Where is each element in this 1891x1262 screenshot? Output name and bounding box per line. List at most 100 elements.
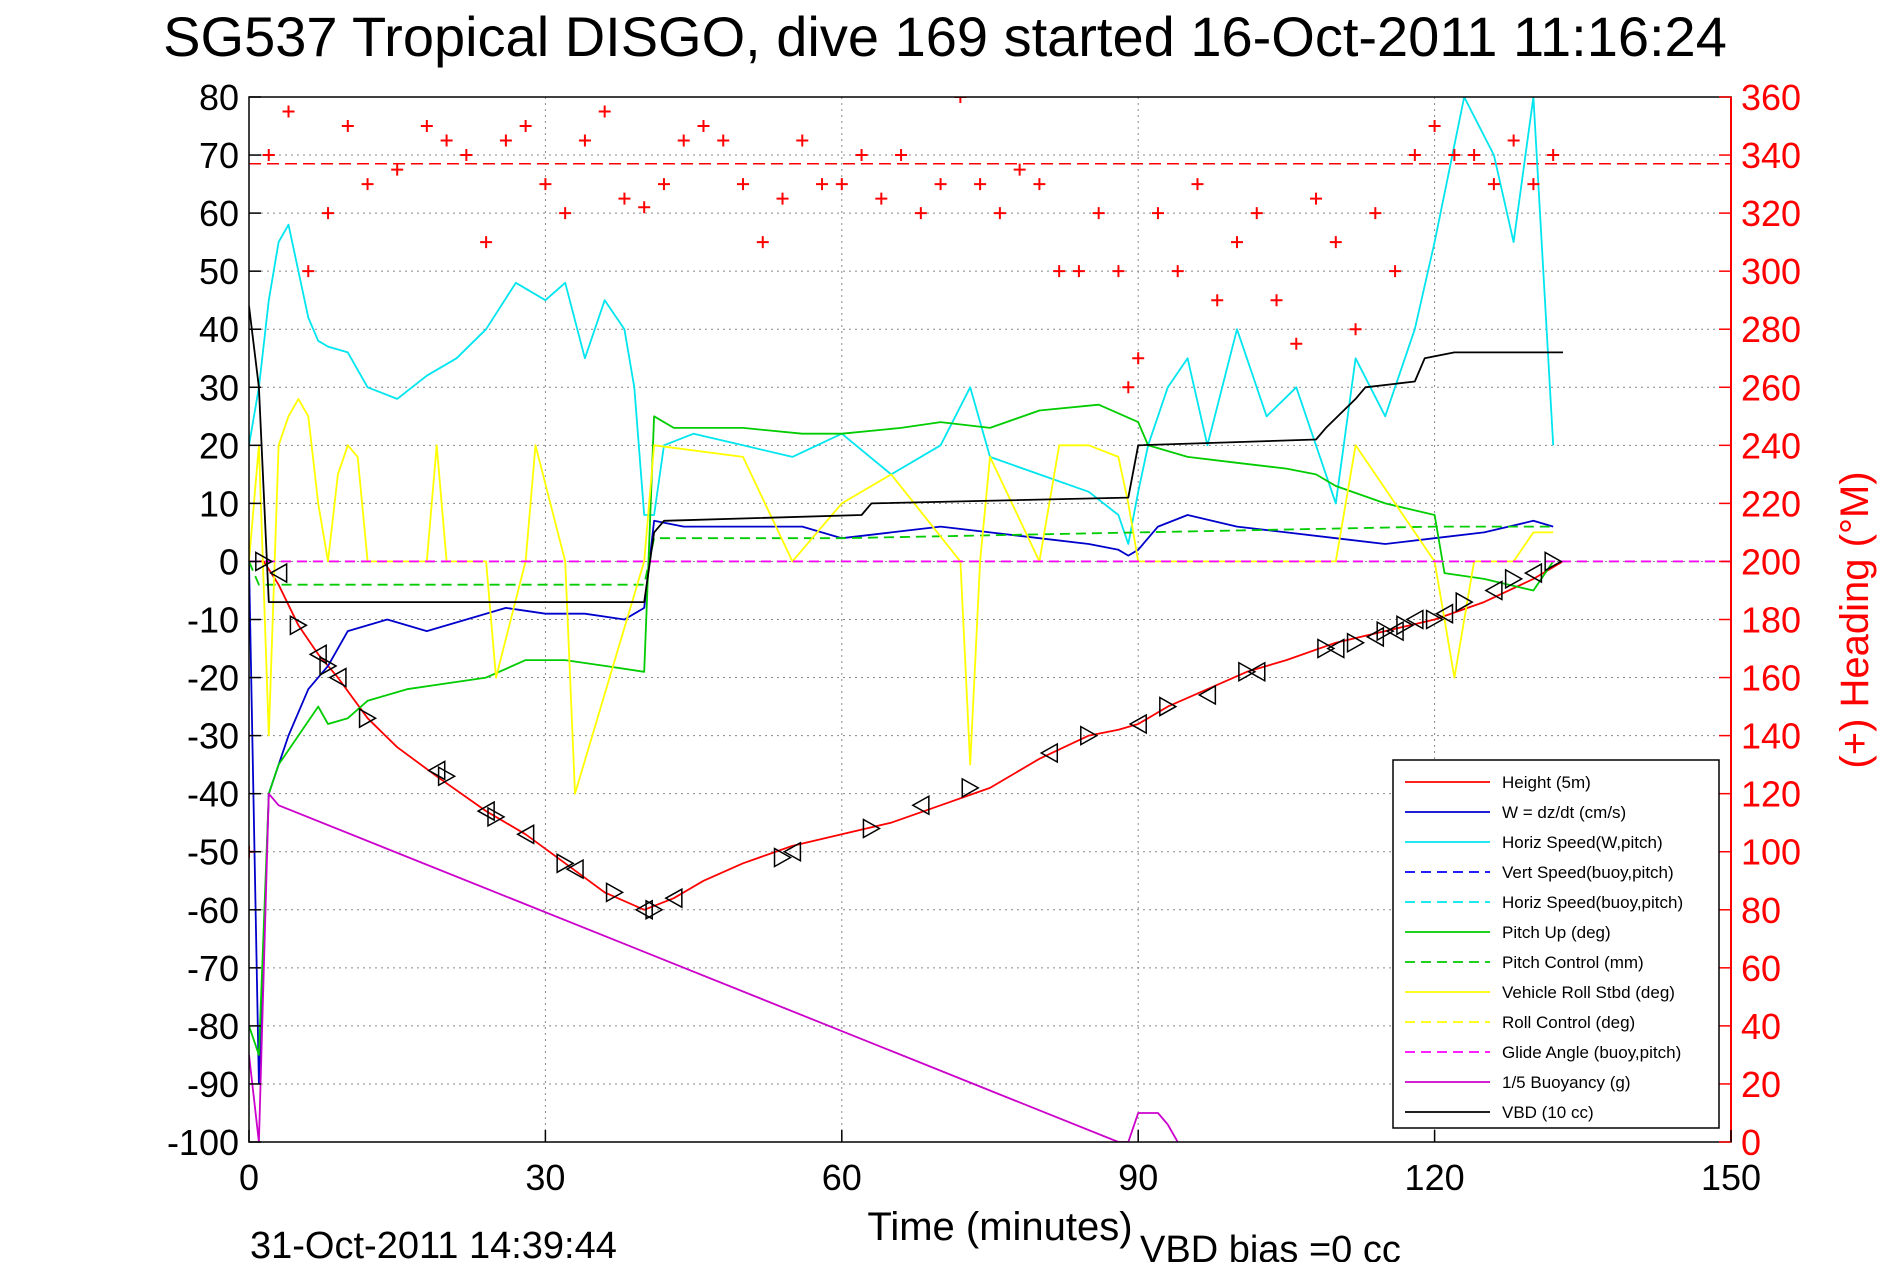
depth-marker bbox=[862, 818, 881, 839]
heading-point bbox=[1132, 352, 1145, 365]
depth-marker bbox=[1080, 725, 1099, 746]
heading-point bbox=[1389, 265, 1402, 278]
depth-marker bbox=[1504, 568, 1524, 590]
y2-tick-label: 0 bbox=[1741, 1122, 1761, 1163]
heading-point bbox=[1507, 134, 1520, 147]
heading-point bbox=[993, 207, 1006, 220]
heading-point bbox=[1171, 265, 1184, 278]
depth-marker bbox=[1396, 615, 1415, 636]
depth-marker bbox=[1128, 713, 1147, 735]
heading-point bbox=[934, 178, 947, 191]
series-vbd-10-cc bbox=[249, 305, 1563, 603]
heading-point bbox=[262, 149, 275, 162]
heading-point bbox=[519, 120, 532, 133]
heading-point bbox=[875, 192, 888, 205]
depth-marker bbox=[1317, 638, 1336, 659]
depth-marker bbox=[605, 882, 625, 903]
depth-marker bbox=[289, 615, 308, 636]
depth-marker bbox=[1346, 632, 1366, 654]
heading-point bbox=[1329, 236, 1342, 249]
y-tick-label: -10 bbox=[187, 600, 239, 641]
y-tick-label: -50 bbox=[187, 832, 239, 873]
heading-point bbox=[1428, 120, 1441, 133]
legend-box bbox=[1392, 759, 1720, 1129]
depth-marker bbox=[634, 899, 653, 921]
depth-marker bbox=[773, 847, 793, 868]
y-tick-label: 30 bbox=[199, 367, 239, 408]
depth-marker bbox=[1238, 661, 1257, 683]
legend-label-pitch-control-mm: Pitch Control (mm) bbox=[1502, 953, 1644, 972]
heading-point bbox=[697, 120, 710, 133]
legend-label-height-5m: Height (5m) bbox=[1502, 773, 1591, 792]
depth-marker bbox=[319, 655, 338, 677]
heading-point bbox=[282, 105, 295, 118]
y-tick-label: -70 bbox=[187, 948, 239, 989]
heading-point bbox=[1448, 149, 1461, 162]
legend-label-1-5-buoyancy-g: 1/5 Buoyancy (g) bbox=[1502, 1073, 1631, 1092]
x-tick-label: 120 bbox=[1405, 1157, 1465, 1198]
y-tick-label: 80 bbox=[199, 77, 239, 118]
heading-point bbox=[974, 178, 987, 191]
y2-tick-label: 360 bbox=[1741, 77, 1801, 118]
heading-point bbox=[737, 178, 749, 191]
legend-label-horiz-speed-w-pitch: Horiz Speed(W,pitch) bbox=[1502, 833, 1663, 852]
y-tick-label: 0 bbox=[219, 541, 239, 582]
legend: Height (5m) W = dz/dt (cm/s) Horiz Speed(W… bbox=[1392, 759, 1720, 1129]
heading-point bbox=[677, 134, 690, 147]
y-tick-label: 70 bbox=[199, 135, 239, 176]
heading-point bbox=[480, 236, 493, 249]
heading-point bbox=[1310, 192, 1323, 205]
right-axis-label: (+) Heading (°M) bbox=[1833, 471, 1877, 768]
depth-marker bbox=[1455, 591, 1474, 613]
series-w-dz-dt-cm-s bbox=[249, 514, 1554, 1085]
heading-point bbox=[618, 192, 631, 205]
depth-marker bbox=[1376, 620, 1395, 642]
y2-tick-label: 120 bbox=[1741, 774, 1801, 815]
heading-point bbox=[1033, 178, 1046, 191]
series-vehicle-roll-stbd-deg bbox=[249, 398, 1554, 795]
legend-label-roll-control-deg: Roll Control (deg) bbox=[1502, 1013, 1635, 1032]
series-pitch-up-deg bbox=[249, 403, 1554, 1056]
heading-point bbox=[1547, 149, 1560, 162]
heading-point bbox=[1231, 236, 1243, 249]
y-tick-label: -90 bbox=[187, 1064, 239, 1105]
y-tick-label: 50 bbox=[199, 251, 239, 292]
depth-marker bbox=[1523, 562, 1543, 584]
y2-tick-label: 140 bbox=[1741, 716, 1801, 757]
depth-marker bbox=[782, 841, 802, 863]
x-tick-label: 30 bbox=[525, 1157, 565, 1198]
heading-point bbox=[1369, 207, 1382, 220]
heading-point bbox=[1092, 207, 1105, 220]
heading-point bbox=[1349, 323, 1362, 336]
legend-label-vehicle-roll-stbd-deg: Vehicle Roll Stbd (deg) bbox=[1502, 983, 1675, 1002]
y-tick-label: -100 bbox=[167, 1122, 239, 1163]
depth-marker bbox=[358, 707, 378, 729]
heading-point bbox=[361, 178, 374, 191]
heading-point bbox=[895, 149, 908, 162]
y-tick-label: -30 bbox=[187, 716, 239, 757]
heading-point bbox=[1290, 337, 1303, 350]
legend-label-horiz-speed-buoy-pitch: Horiz Speed(buoy,pitch) bbox=[1502, 893, 1683, 912]
y2-tick-label: 40 bbox=[1741, 1006, 1781, 1047]
y2-tick-label: 300 bbox=[1741, 251, 1801, 292]
heading-point bbox=[1211, 294, 1224, 307]
series-1-5-buoyancy-g bbox=[249, 792, 1179, 1142]
legend-label-glide-angle-buoy-pitch: Glide Angle (buoy,pitch) bbox=[1502, 1043, 1681, 1062]
y-tick-label: -60 bbox=[187, 890, 239, 931]
depth-marker bbox=[645, 899, 664, 921]
y2-tick-label: 220 bbox=[1741, 483, 1801, 524]
y2-tick-label: 20 bbox=[1741, 1064, 1781, 1105]
series-pitch-control-mm bbox=[249, 525, 1554, 586]
depth-marker bbox=[269, 562, 288, 584]
x-axis-label: Time (minutes) bbox=[867, 1205, 1132, 1249]
heading-point bbox=[776, 192, 789, 205]
heading-point bbox=[499, 134, 512, 147]
vbd-bias-footer: VBD bias =0 cc bbox=[1140, 1229, 1401, 1262]
depth-marker bbox=[1326, 638, 1345, 659]
x-tick-label: 90 bbox=[1118, 1157, 1158, 1198]
depth-marker bbox=[487, 806, 506, 828]
depth-marker bbox=[1484, 580, 1503, 601]
depth-marker bbox=[1039, 742, 1059, 764]
heading-point bbox=[756, 236, 769, 249]
